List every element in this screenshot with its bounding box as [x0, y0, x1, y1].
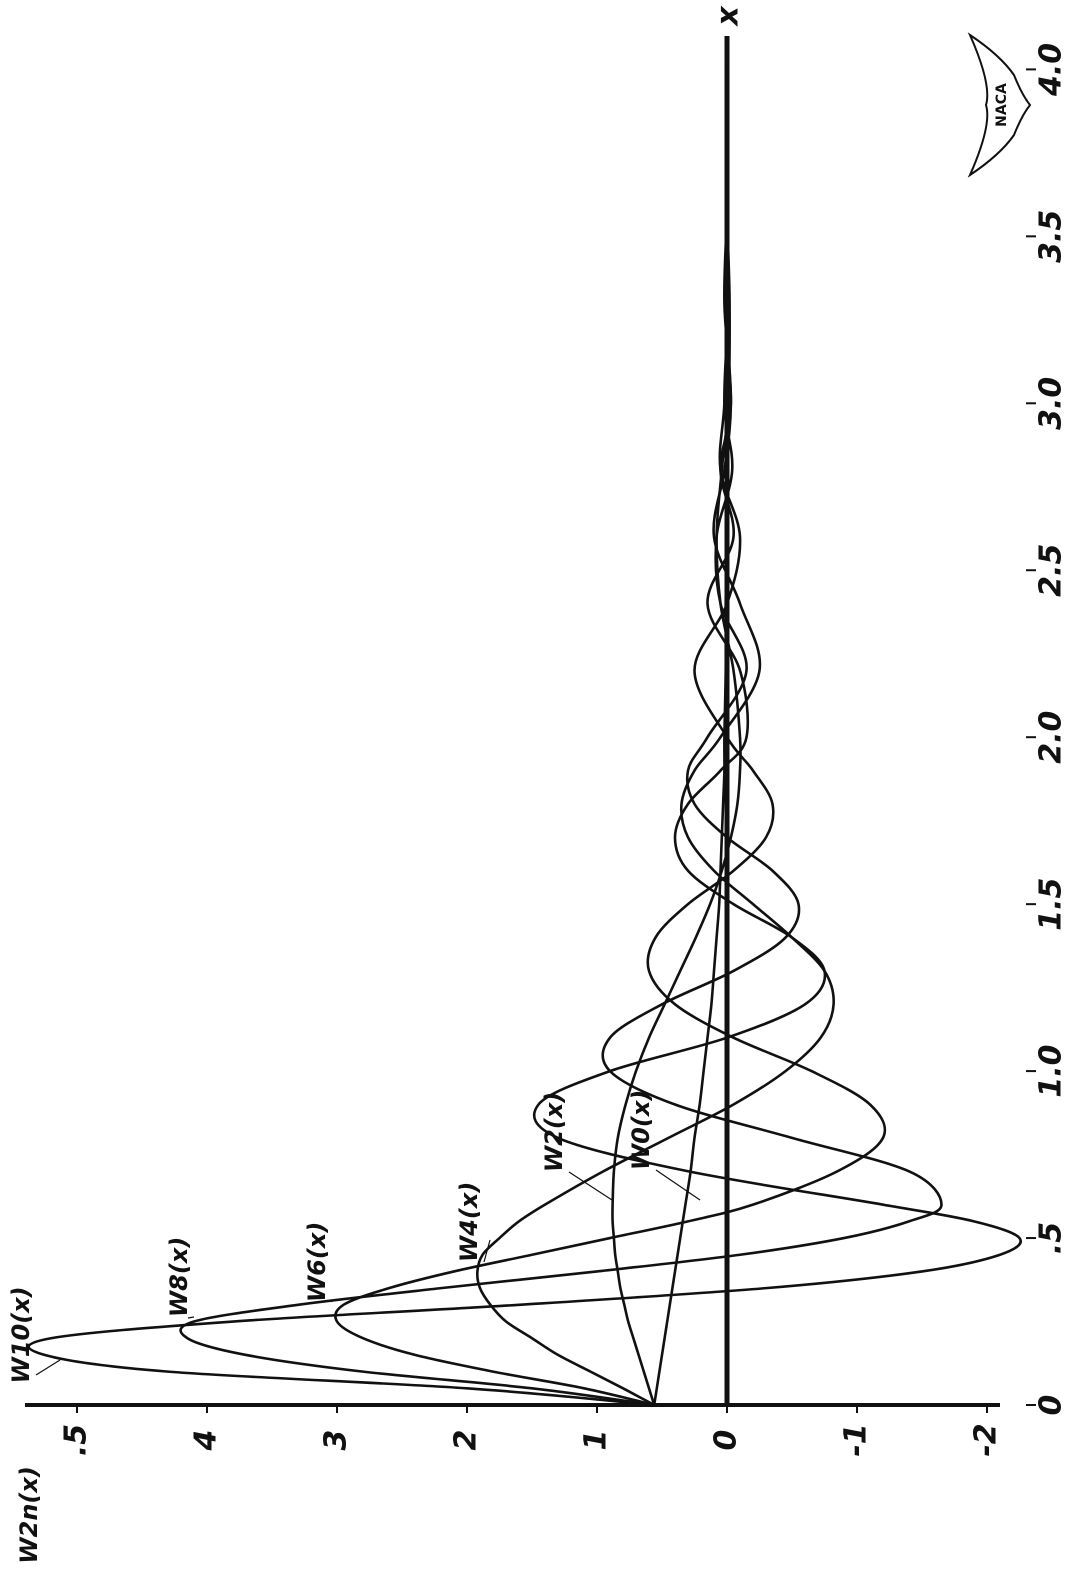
x-tick-label: .5 [1034, 1222, 1069, 1254]
y-tick-label: 1 [579, 1430, 614, 1451]
curve-label: W10(x) [7, 1286, 35, 1383]
y-tick-label: 0 [709, 1430, 744, 1451]
curve-label: W2(x) [540, 1092, 568, 1173]
curve [334, 69, 887, 1407]
curve [652, 69, 729, 1406]
x-tick-label: 1.5 [1034, 878, 1069, 931]
curve-label: W8(x) [165, 1237, 193, 1318]
curve [27, 69, 1022, 1407]
x-tick-label: 3.0 [1034, 377, 1069, 430]
label-leader [483, 1239, 491, 1263]
x-axis-label: x [711, 5, 746, 28]
naca-logo: NACA [967, 32, 1032, 178]
curve [475, 69, 835, 1407]
y-tick-label: -1 [839, 1423, 874, 1456]
curve [611, 69, 742, 1406]
y-tick-label: -2 [969, 1423, 1004, 1456]
label-leader [568, 1171, 613, 1201]
logo-wing [967, 32, 1032, 178]
curve-label: W4(x) [455, 1182, 483, 1263]
x-tick-label: 1.0 [1034, 1045, 1069, 1098]
curve [179, 69, 943, 1407]
logo-text: NACA [994, 83, 1010, 127]
label-leader [35, 1359, 61, 1376]
x-tick-label: 2.5 [1034, 544, 1069, 597]
x-tick-label: 2.0 [1034, 711, 1069, 764]
x-tick-label: 4.0 [1034, 43, 1069, 97]
y-tick-label: .5 [59, 1424, 94, 1456]
label-leader [329, 1299, 333, 1303]
label-leader [187, 1316, 195, 1319]
y-tick-label: 3 [319, 1430, 354, 1451]
x-tick-label: 3.5 [1034, 210, 1069, 263]
x-tick-label: 0 [1034, 1395, 1069, 1416]
y-tick-label: 4 [189, 1430, 224, 1452]
y-axis-label: W2n(x) [15, 1466, 43, 1564]
curve-label: W0(x) [627, 1090, 655, 1171]
y-tick-label: 2 [449, 1430, 484, 1451]
curve-label: W6(x) [303, 1222, 331, 1303]
label-leader [655, 1169, 701, 1201]
